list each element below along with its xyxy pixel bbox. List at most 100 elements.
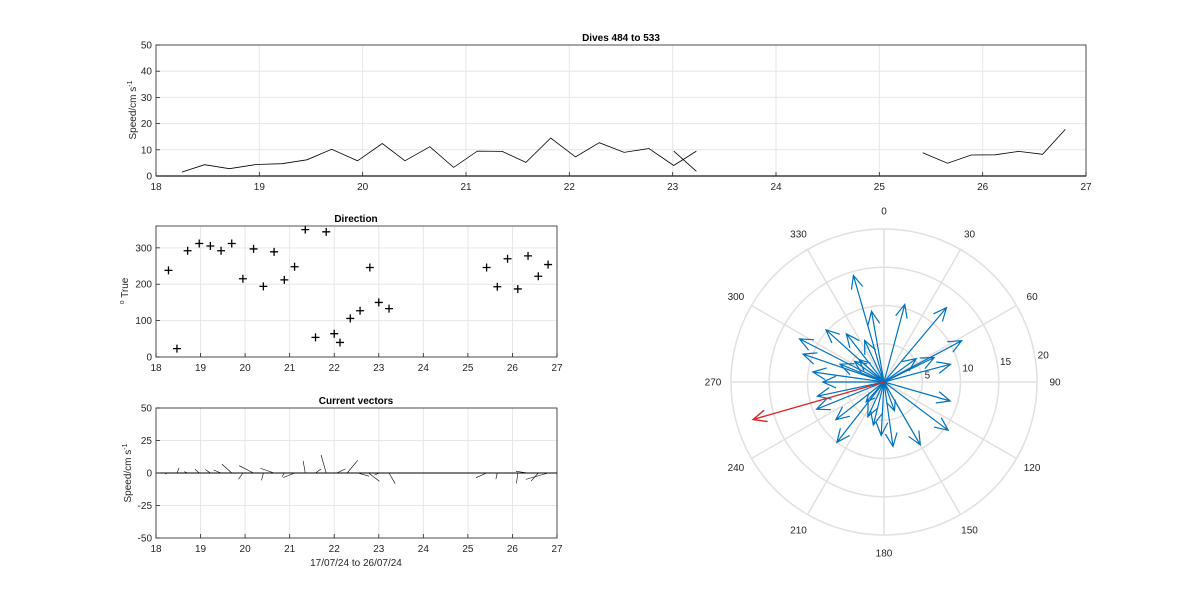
x-tick-label: 18 [150,363,162,374]
polar-r-label: 10 [962,364,974,375]
polar-vector-arrow [875,381,889,437]
x-tick-label: 23 [373,544,385,555]
speed-series-line [922,129,1066,164]
current-vector-stick [283,472,295,478]
x-tick-label: 26 [507,544,519,555]
current-vector-stick [239,465,254,474]
x-tick-label: 24 [770,182,782,193]
vectors-panel-ylabel: Speed/cm s-1 [122,443,134,502]
y-tick-label: 30 [141,93,153,104]
current-vector-stick [374,472,380,476]
x-tick-label: 25 [874,182,886,193]
direction-point [336,338,345,347]
polar-angle-label: 210 [790,526,807,537]
current-vector-stick [388,472,396,484]
direction-point [385,304,394,313]
polar-vector-arrow [883,381,896,413]
x-tick-label: 20 [357,182,369,193]
direction-point [365,263,374,272]
current-vector-stick [194,468,200,474]
x-tick-label: 21 [460,182,472,193]
direction-point [280,275,289,284]
vectors-panel-xlabel: 17/07/24 to 26/07/24 [310,558,402,569]
x-tick-label: 22 [564,182,576,193]
polar-vector-arrow [865,381,885,403]
polar-vector-arrow [883,306,948,383]
direction-point [311,333,320,342]
direction-point [183,246,192,255]
direction-point [270,247,279,256]
direction-point [322,227,331,236]
y-tick-label: 0 [146,172,152,183]
polar-vector-arrow [821,375,885,389]
direction-panel-ylabel: o True [119,277,131,304]
current-vector-stick [357,472,370,477]
polar-spoke [751,304,885,383]
current-vector-stick [238,472,244,480]
y-tick-label: 10 [141,145,153,156]
current-vector-stick [525,472,549,480]
polar-vector-arrow [850,273,885,383]
direction-point [290,262,299,271]
x-tick-label: 22 [329,544,341,555]
current-vector-stick [346,460,358,474]
y-tick-label: 50 [141,41,153,52]
current-vector-stick [221,463,232,474]
polar-vector-arrow [883,361,952,383]
direction-point [164,266,173,275]
polar-vector-arrow [883,302,908,383]
current-vector-stick [184,471,188,474]
polar-spoke [751,381,885,460]
polar-spoke [883,304,1017,383]
speed-panel: 18 19 20 21 22 23 24 25 26 27 0 10 20 30 40 50 Dives 48… [127,33,1092,193]
polar-vector-arrow [867,309,885,383]
x-tick-label: 20 [240,363,252,374]
polar-mean-vector-arrow [751,381,885,423]
polar-angle-label: 330 [790,229,807,240]
polar-r-label: 15 [1000,357,1012,368]
direction-point [534,272,543,281]
x-tick-label: 27 [551,363,563,374]
polar-vector-arrow [857,358,885,383]
direction-point [330,329,339,338]
direction-point [259,282,268,291]
current-vector-stick [213,469,222,474]
direction-panel: 18 19 20 21 22 23 24 25 26 27 0 100 200 300 Direction… [119,214,563,374]
direction-point [374,298,383,307]
x-tick-label: 25 [462,544,474,555]
x-tick-label: 23 [667,182,679,193]
polar-angle-label: 60 [1027,292,1039,303]
polar-vector-arrow [883,381,922,447]
current-vector-stick [176,467,180,474]
polar-vector-arrow [835,381,885,444]
polar-vector-arrow [863,339,885,383]
x-tick-label: 24 [418,363,430,374]
polar-angle-label: 180 [876,549,893,560]
direction-point [206,242,215,251]
current-vector-stick [320,454,327,474]
current-vector-stick [368,472,380,482]
current-vector-stick [315,468,322,474]
polar-spoke [806,249,885,383]
polar-vector-arrow [870,381,885,427]
polar-angle-label: 30 [964,229,976,240]
x-tick-label: 23 [373,363,385,374]
polar-angle-label: 90 [1049,378,1061,389]
polar-vector-arrow [867,381,885,419]
current-vector-stick [260,467,275,474]
polar-angle-label: 300 [728,292,745,303]
x-tick-label: 18 [150,182,162,193]
current-vector-stick [302,460,306,474]
x-tick-label: 19 [195,363,207,374]
y-tick-label: 50 [141,404,153,415]
current-vector-stick [261,472,264,481]
current-vector-stick [516,472,519,484]
direction-point [346,314,355,323]
direction-point [217,246,226,255]
y-tick-label: 300 [135,243,152,254]
x-tick-label: 21 [284,363,296,374]
polar-vector-arrow [845,332,885,383]
direction-point [249,244,258,253]
current-vector-stick [165,472,168,475]
current-vector-stick [336,468,346,474]
